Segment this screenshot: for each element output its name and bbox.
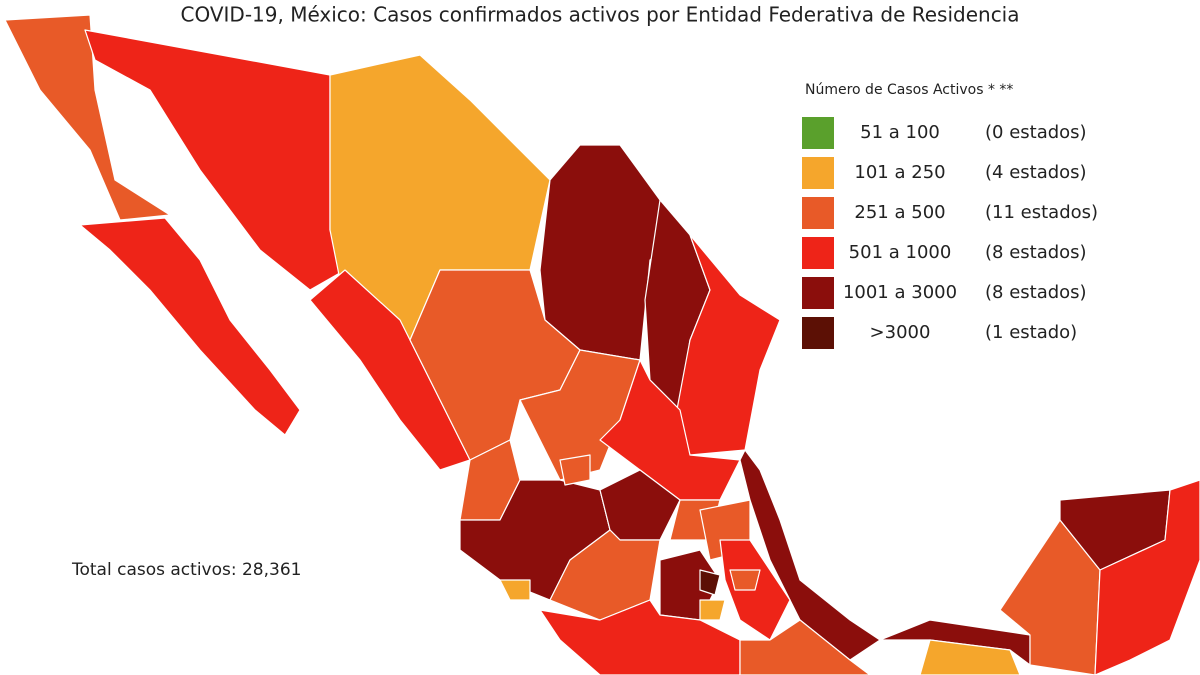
- total-label: Total casos activos: 28,361: [71, 560, 301, 580]
- tamaulipas: [674, 234, 781, 456]
- legend-title: Número de Casos Activos * **: [805, 82, 1013, 98]
- legend-range: 101 a 250: [854, 162, 945, 183]
- legend-count: (8 estados): [985, 282, 1087, 303]
- cdmx: [699, 569, 721, 596]
- aguascalientes: [559, 454, 591, 486]
- legend-range: 51 a 100: [860, 122, 940, 143]
- legend-swatch: [802, 197, 834, 229]
- legend: Número de Casos Activos * ** 51 a 100 (0 …: [802, 82, 1098, 349]
- legend-count: (4 estados): [985, 162, 1087, 183]
- legend-count: (11 estados): [985, 202, 1098, 223]
- legend-count: (0 estados): [985, 122, 1087, 143]
- legend-range: 1001 a 3000: [843, 282, 957, 303]
- legend-swatch: [802, 317, 834, 349]
- legend-count: (1 estado): [985, 322, 1077, 343]
- legend-range: >3000: [870, 322, 931, 343]
- legend-range: 501 a 1000: [849, 242, 952, 263]
- legend-swatch: [802, 117, 834, 149]
- legend-swatch: [802, 277, 834, 309]
- veracruz: [739, 449, 881, 661]
- baja-california-sur: [79, 217, 301, 436]
- guerrero: [539, 599, 741, 675]
- title: COVID-19, México: Casos confirmados acti…: [180, 3, 1019, 27]
- legend-count: (8 estados): [985, 242, 1087, 263]
- colima: [499, 579, 531, 601]
- legend-range: 251 a 500: [854, 202, 945, 223]
- legend-swatch: [802, 237, 834, 269]
- morelos: [699, 599, 726, 621]
- tlaxcala: [729, 569, 761, 591]
- states: [4, 14, 1200, 675]
- legend-swatch: [802, 157, 834, 189]
- oaxaca: [739, 619, 871, 675]
- chiapas: [919, 639, 1021, 675]
- quintana-roo: [1094, 479, 1200, 675]
